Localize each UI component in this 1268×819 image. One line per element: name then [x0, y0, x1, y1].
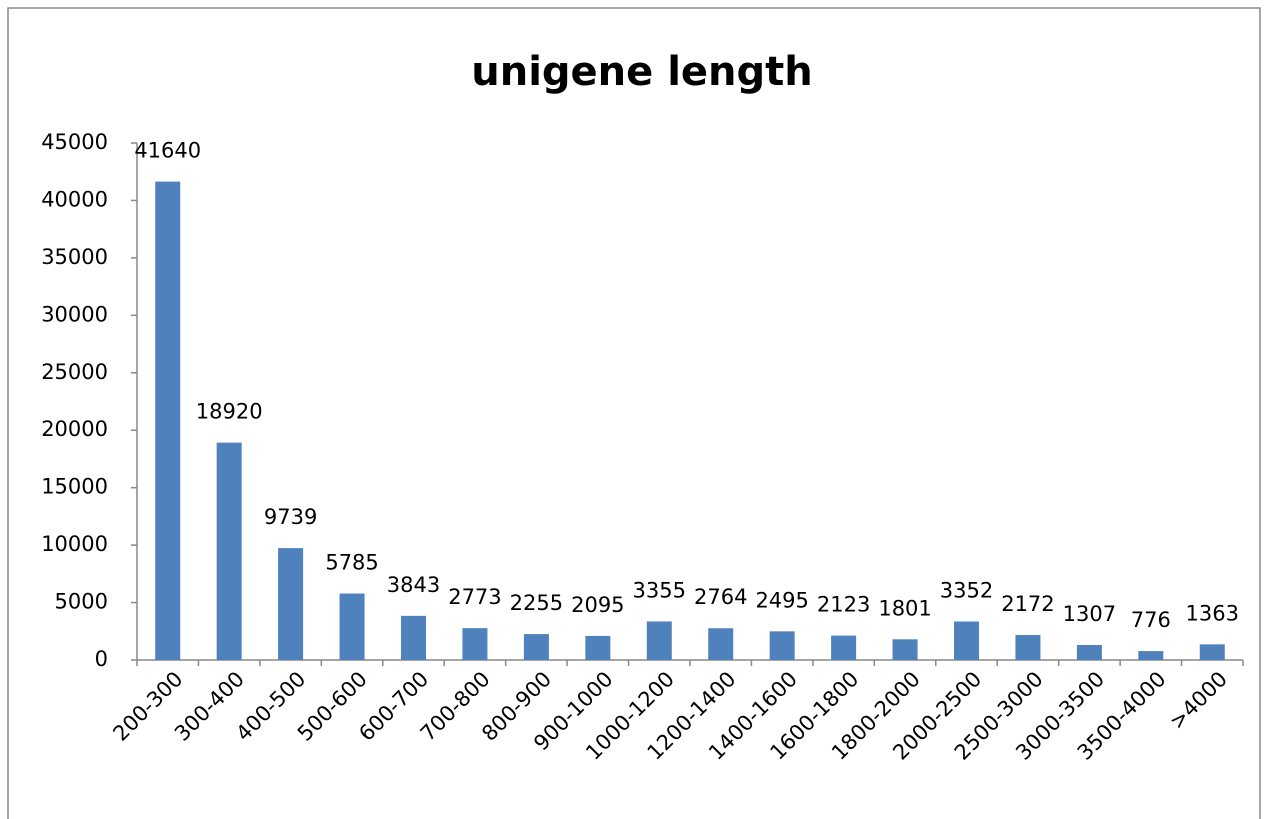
data-label: 3355 — [633, 578, 686, 602]
bar — [646, 621, 672, 660]
bar — [1138, 651, 1164, 660]
bar — [278, 548, 304, 660]
data-label: 41640 — [134, 139, 201, 163]
bar — [523, 634, 549, 660]
chart-frame — [7, 7, 1261, 819]
data-label: 2123 — [817, 593, 870, 617]
bar — [155, 181, 181, 660]
data-label: 9739 — [264, 505, 317, 529]
bar — [401, 615, 426, 660]
y-tick-label: 40000 — [41, 187, 108, 211]
bar — [831, 635, 857, 660]
bar — [769, 631, 795, 660]
data-label: 5785 — [325, 551, 378, 575]
bar — [708, 628, 734, 660]
bar — [585, 635, 611, 660]
data-label: 3843 — [387, 573, 440, 597]
data-label: 2764 — [694, 585, 747, 609]
y-tick-label: 35000 — [41, 245, 108, 269]
bar — [339, 593, 365, 660]
y-tick-label: 30000 — [41, 302, 108, 326]
data-label: 2255 — [510, 591, 563, 615]
chart-title: unigene length — [471, 49, 813, 95]
y-tick-label: 0 — [95, 647, 108, 671]
bar — [462, 628, 488, 660]
y-tick-label: 5000 — [55, 590, 108, 614]
data-label: 1307 — [1063, 602, 1116, 626]
bar — [1076, 644, 1102, 660]
data-label: 3352 — [940, 578, 993, 602]
data-label: 18920 — [196, 400, 263, 424]
y-tick-label: 25000 — [41, 360, 108, 384]
data-label: 776 — [1131, 608, 1171, 632]
data-label: 2172 — [1001, 592, 1054, 616]
data-label: 2495 — [755, 588, 808, 612]
y-tick-label: 10000 — [41, 532, 108, 556]
y-tick-label: 15000 — [41, 475, 108, 499]
y-tick-label: 20000 — [41, 417, 108, 441]
data-label: 2095 — [571, 593, 624, 617]
bar — [1199, 644, 1225, 660]
bar — [216, 442, 242, 660]
bar — [1015, 635, 1041, 660]
data-label: 1801 — [878, 596, 931, 620]
data-label: 2773 — [448, 585, 501, 609]
bar — [954, 621, 979, 660]
data-label: 1363 — [1186, 601, 1239, 625]
bar — [892, 639, 918, 660]
y-tick-label: 45000 — [41, 130, 108, 154]
